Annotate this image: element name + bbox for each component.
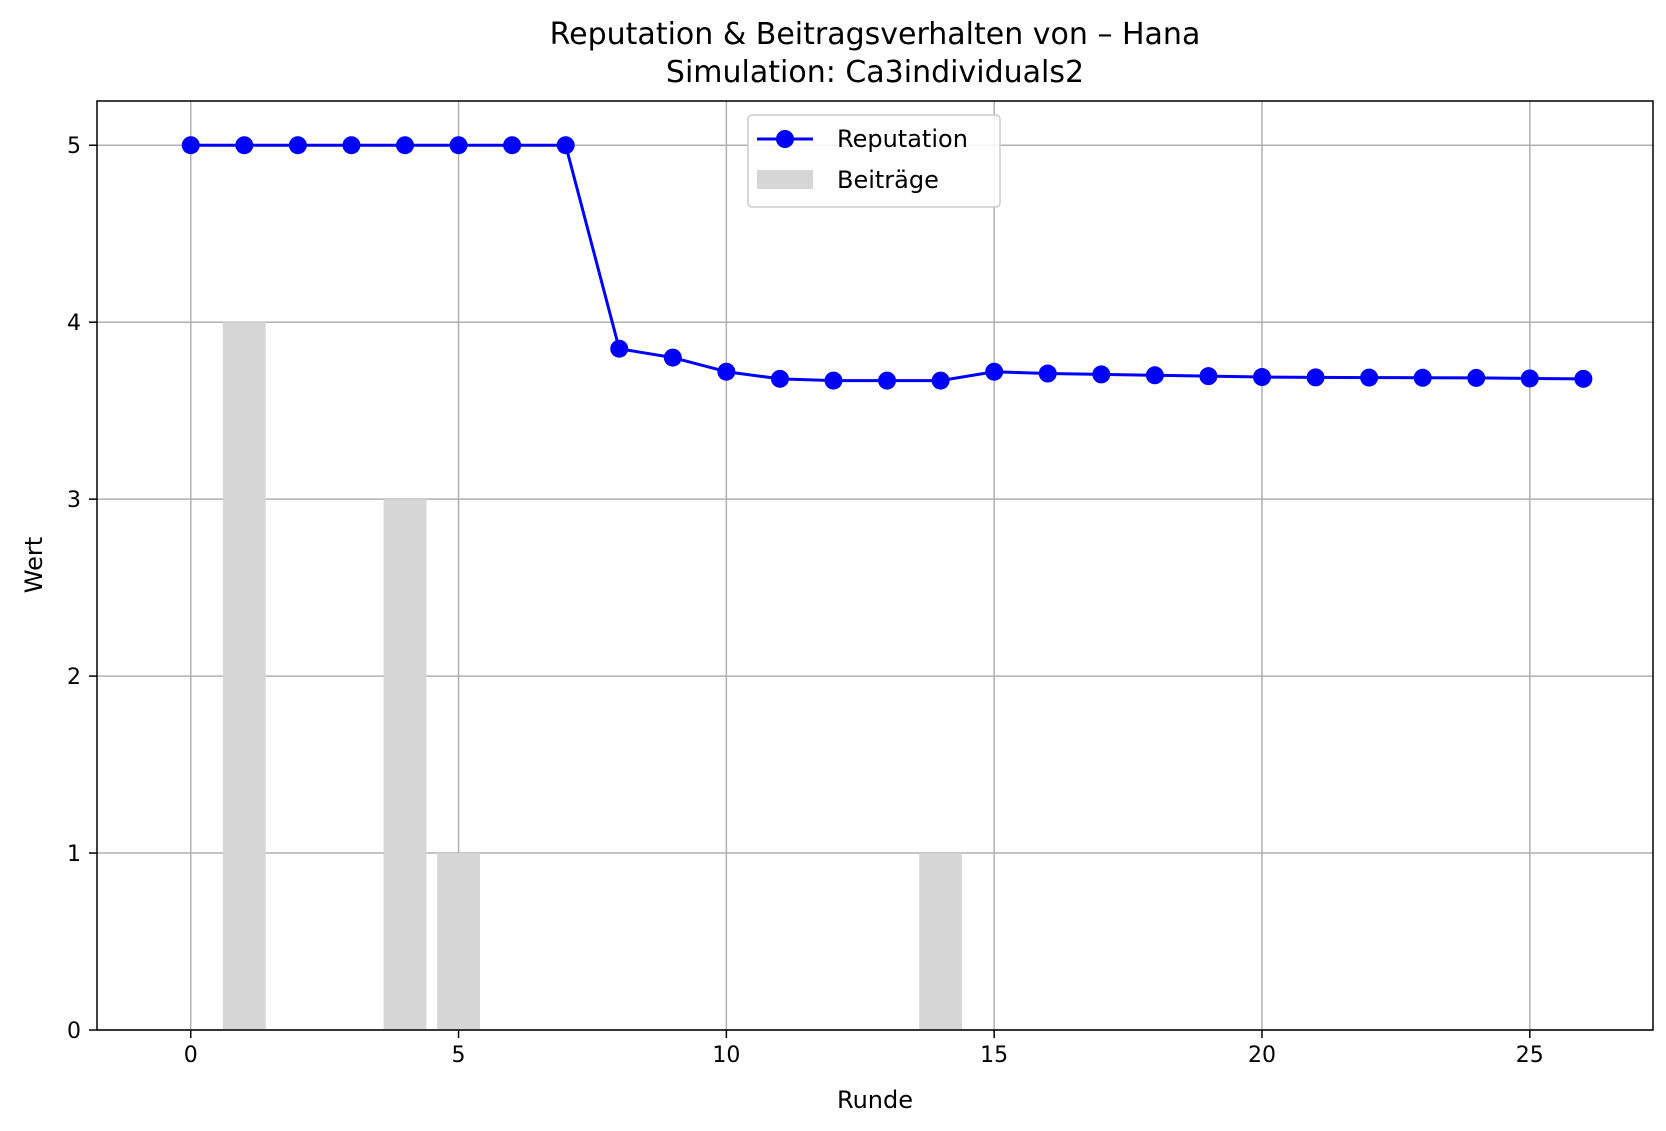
reputation-point: [181, 136, 200, 155]
reputation-point: [1360, 368, 1379, 387]
legend-bar-swatch: [757, 170, 813, 189]
y-tick-label: 2: [67, 665, 81, 690]
reputation-point: [1413, 368, 1432, 387]
x-axis-label: Runde: [837, 1086, 913, 1114]
reputation-point: [288, 136, 307, 155]
reputation-point: [1574, 369, 1593, 388]
x-tick-label: 5: [452, 1043, 466, 1068]
reputation-point: [717, 362, 736, 381]
reputation-point: [1306, 368, 1325, 387]
reputation-point: [503, 136, 522, 155]
reputation-point: [1467, 368, 1486, 387]
reputation-point: [610, 339, 629, 358]
y-tick-label: 3: [67, 488, 81, 513]
reputation-point: [985, 362, 1004, 381]
reputation-point: [1199, 367, 1218, 386]
reputation-point: [1145, 366, 1164, 385]
y-tick-label: 1: [67, 842, 81, 867]
axis-ticks: 0 5 10 15 20 25 0 1 2 3 4 5: [67, 134, 1544, 1068]
legend-label-reputation: Reputation: [837, 125, 968, 153]
chart-title: Reputation & Beitragsverhalten von – Han…: [550, 17, 1201, 52]
x-tick-label: 20: [1248, 1043, 1276, 1068]
reputation-point: [824, 371, 843, 390]
reputation-point: [556, 136, 575, 155]
chart-subtitle: Simulation: Ca3individuals2: [666, 55, 1084, 90]
reputation-point: [931, 371, 950, 390]
reputation-point: [1092, 365, 1111, 384]
contribution-bars: [222, 322, 963, 1031]
reputation-point: [449, 136, 468, 155]
reputation-point: [878, 371, 897, 390]
reputation-point: [1252, 368, 1271, 387]
y-axis-label: Wert: [20, 537, 48, 593]
contribution-bar: [919, 853, 963, 1030]
y-tick-label: 5: [67, 134, 81, 159]
legend-marker-swatch: [776, 130, 794, 148]
contribution-bar: [383, 499, 427, 1031]
x-tick-label: 15: [980, 1043, 1008, 1068]
reputation-point: [1520, 369, 1539, 388]
plot-frame: [96, 100, 1654, 1031]
contribution-bar: [437, 853, 480, 1030]
reputation-point: [770, 369, 789, 388]
contribution-bar: [222, 322, 266, 1030]
reputation-point: [1038, 364, 1057, 383]
reputation-point: [663, 348, 682, 367]
reputation-point: [342, 136, 361, 155]
x-tick-label: 0: [184, 1043, 198, 1068]
x-tick-label: 25: [1516, 1043, 1544, 1068]
legend-label-contributions: Beiträge: [837, 166, 939, 194]
reputation-point: [395, 136, 414, 155]
x-tick-label: 10: [712, 1043, 740, 1068]
y-tick-label: 4: [67, 311, 81, 336]
reputation-point: [235, 136, 254, 155]
reputation-line-group: [181, 136, 1593, 390]
y-tick-label: 0: [67, 1019, 81, 1044]
legend: Reputation Beiträge: [747, 114, 1001, 208]
